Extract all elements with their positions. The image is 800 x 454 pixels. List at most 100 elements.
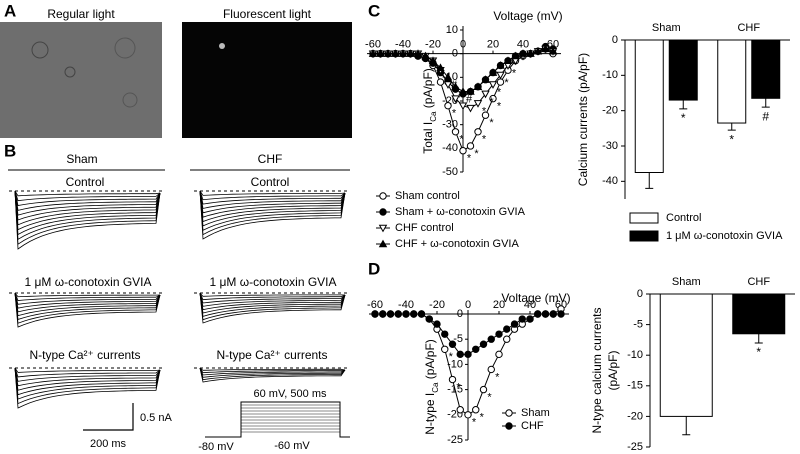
trace	[14, 292, 161, 328]
marker	[376, 49, 385, 57]
y-axis-title: Total ICa (pA/pF)	[421, 68, 437, 154]
y-axis-title-part: Ca	[429, 111, 438, 122]
scale-label: 200 ms	[90, 438, 127, 450]
marker	[488, 81, 498, 89]
marker	[436, 63, 445, 72]
trace	[14, 190, 161, 202]
y-tick-label: -10	[447, 358, 463, 370]
protocol-label: 60 mV, 500 ms	[254, 388, 327, 400]
marker	[495, 350, 503, 359]
marker	[458, 102, 468, 111]
y-tick-label: -40	[442, 142, 458, 154]
trace	[14, 292, 161, 298]
trace	[14, 190, 161, 216]
marker	[443, 81, 453, 89]
y-tick-label: 0	[637, 288, 643, 300]
significance: *	[487, 392, 492, 404]
trace	[14, 292, 161, 309]
y-tick-label: 10	[446, 24, 458, 36]
marker	[464, 350, 472, 359]
significance: #	[762, 109, 769, 123]
marker	[496, 71, 505, 80]
significance: *	[467, 153, 472, 165]
marker	[496, 78, 505, 86]
y-tick-label: -10	[602, 69, 618, 81]
voltage-protocol	[241, 404, 340, 433]
significance: *	[681, 111, 686, 125]
cell	[219, 43, 225, 49]
y-axis-title: N-type ICa (pA/pF)	[423, 339, 439, 435]
significance: *	[480, 412, 485, 424]
marker	[541, 310, 550, 318]
x-tick-label: 0	[465, 299, 471, 311]
group-label: Sham	[66, 152, 97, 166]
marker	[448, 340, 457, 348]
marker	[441, 345, 449, 353]
marker	[496, 61, 505, 69]
trace	[14, 190, 161, 211]
y-tick-label: 0	[457, 308, 463, 320]
trace	[14, 190, 161, 231]
trace	[199, 190, 346, 205]
trace	[199, 190, 346, 240]
row-label: N-type Ca²⁺ currents	[29, 348, 140, 362]
cell	[31, 41, 49, 59]
marker	[417, 310, 426, 318]
marker	[466, 104, 475, 113]
y-tick-label: -10	[627, 349, 643, 361]
x-axis-title: Voltage (mV)	[501, 291, 570, 305]
panel-label: A	[4, 1, 16, 20]
trace	[14, 292, 161, 313]
trace	[199, 292, 346, 301]
row-label: N-type Ca²⁺ currents	[216, 348, 327, 362]
marker	[466, 142, 475, 150]
marker	[518, 49, 528, 57]
x-tick-label: 40	[517, 39, 529, 51]
marker	[368, 49, 378, 57]
scale-label: 0.5 nA	[140, 412, 172, 424]
x-tick-label: -40	[398, 299, 414, 311]
trace	[199, 190, 346, 209]
marker	[472, 406, 480, 414]
significance: *	[482, 105, 487, 117]
trace	[199, 190, 346, 214]
marker	[394, 310, 402, 318]
legend-swatch	[629, 230, 659, 242]
error-bar	[645, 172, 654, 189]
marker	[451, 95, 460, 104]
category-label: CHF	[747, 276, 770, 288]
protocol-label: -80 mV	[198, 441, 234, 453]
panel-label: C	[368, 1, 380, 20]
trace	[14, 367, 161, 373]
trace	[199, 190, 346, 227]
significance: *	[474, 148, 479, 160]
trace	[14, 367, 161, 391]
y-tick-label: -20	[602, 105, 618, 117]
trace	[199, 367, 346, 376]
marker	[472, 345, 480, 353]
marker	[481, 111, 490, 119]
marker	[456, 406, 464, 414]
protocol-label: -60 mV	[274, 440, 310, 452]
trace	[199, 292, 346, 324]
trace	[199, 292, 346, 297]
row-label: 1 μM ω-conotoxin GVIA	[25, 275, 152, 289]
marker	[510, 320, 519, 328]
legend-label: Control	[666, 212, 701, 224]
trace	[199, 367, 346, 381]
y-tick-label: -25	[447, 434, 463, 446]
significance: *	[504, 77, 509, 89]
marker	[378, 224, 388, 233]
marker	[489, 94, 497, 103]
bar	[717, 39, 747, 124]
bar	[659, 293, 713, 417]
trace	[14, 367, 161, 405]
marker	[526, 49, 535, 57]
trace	[199, 190, 346, 231]
marker	[444, 102, 452, 110]
marker	[548, 46, 558, 55]
trace	[14, 292, 161, 301]
y-tick-label: -30	[442, 119, 458, 131]
x-tick-label: 20	[487, 39, 499, 51]
